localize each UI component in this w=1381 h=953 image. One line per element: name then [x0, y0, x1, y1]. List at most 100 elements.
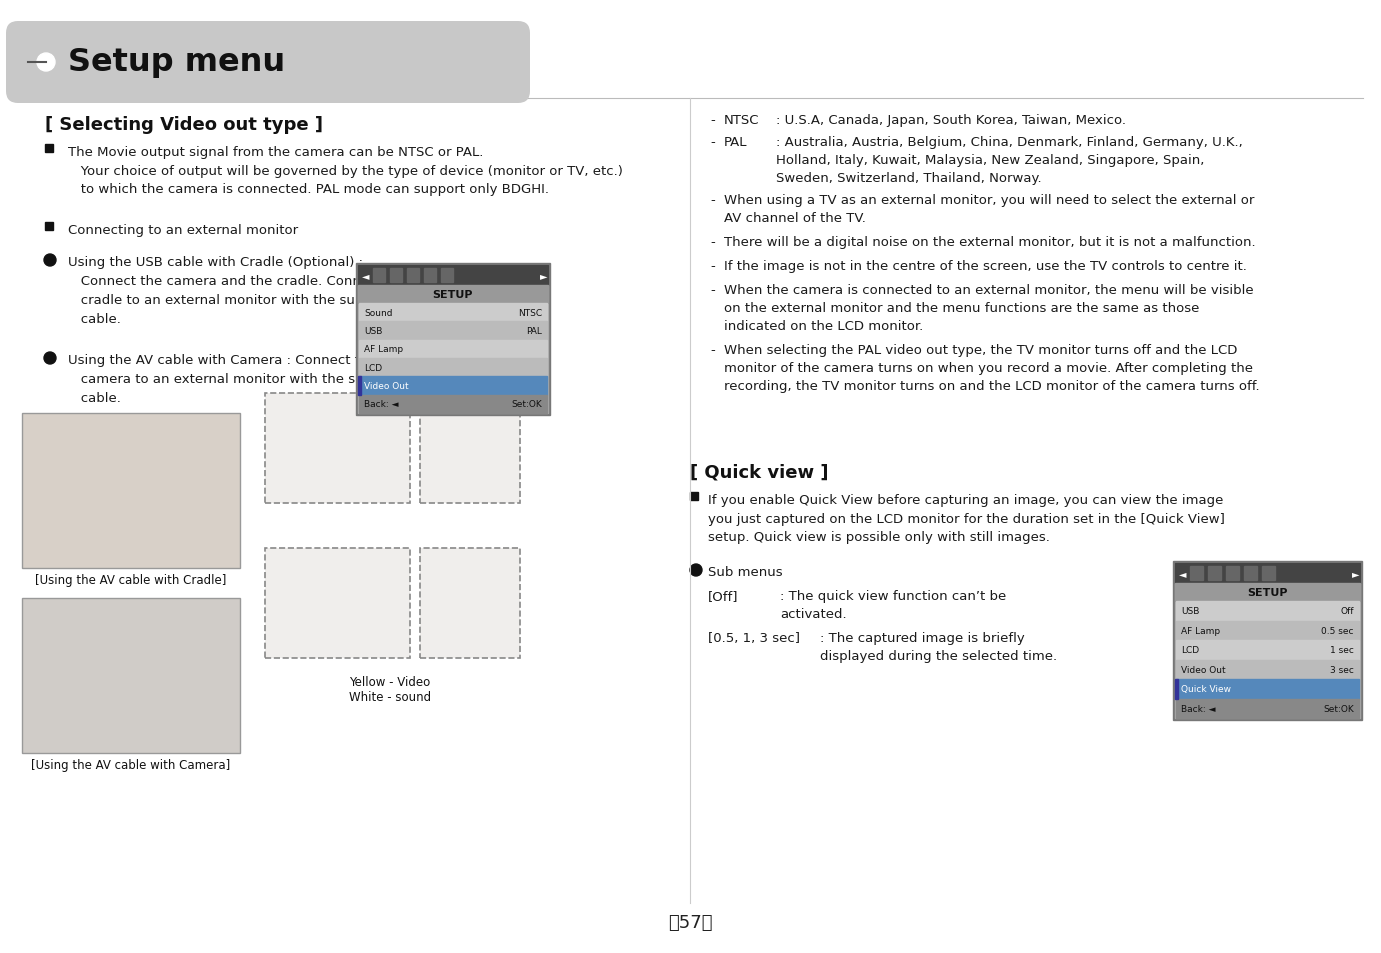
Text: -: -	[710, 136, 715, 149]
Bar	[1208, 566, 1221, 580]
Text: SETUP: SETUP	[1247, 587, 1287, 598]
Bar	[373, 269, 385, 283]
Circle shape	[690, 564, 702, 577]
Text: When using a TV as an external monitor, you will need to select the external or: When using a TV as an external monitor, …	[724, 193, 1254, 207]
Bar	[389, 269, 402, 283]
Bar	[1177, 620, 1359, 640]
Text: Using the USB cable with Cradle (Optional) :
   Connect the camera and the cradl: Using the USB cable with Cradle (Optiona…	[68, 255, 417, 326]
Bar	[424, 269, 436, 283]
Text: ►: ►	[1352, 568, 1359, 578]
Bar	[1177, 659, 1359, 679]
Bar	[1177, 601, 1359, 620]
Text: Video Out: Video Out	[1181, 665, 1225, 674]
Text: AF Lamp: AF Lamp	[365, 345, 403, 354]
Text: recording, the TV monitor turns on and the LCD monitor of the camera turns off.: recording, the TV monitor turns on and t…	[724, 379, 1259, 393]
Bar	[1175, 679, 1178, 699]
Bar	[1177, 640, 1359, 659]
Bar	[1262, 566, 1275, 580]
Text: [0.5, 1, 3 sec]: [0.5, 1, 3 sec]	[708, 631, 800, 644]
Text: -: -	[710, 235, 715, 249]
Text: : Australia, Austria, Belgium, China, Denmark, Finland, Germany, U.K.,: : Australia, Austria, Belgium, China, De…	[776, 136, 1243, 149]
Bar	[420, 548, 521, 659]
Text: 0.5 sec: 0.5 sec	[1322, 626, 1353, 635]
Text: Off: Off	[1341, 607, 1353, 616]
Bar	[1177, 679, 1359, 699]
Text: on the external monitor and the menu functions are the same as those: on the external monitor and the menu fun…	[724, 302, 1199, 314]
Text: [Using the AV cable with Camera]: [Using the AV cable with Camera]	[32, 759, 231, 771]
Text: 〈57〉: 〈57〉	[668, 913, 713, 931]
Text: Setup menu: Setup menu	[68, 48, 286, 78]
Bar	[407, 269, 418, 283]
Bar	[358, 266, 548, 286]
Circle shape	[37, 54, 55, 71]
Text: LCD: LCD	[1181, 645, 1199, 655]
Text: -: -	[710, 193, 715, 207]
Bar	[1177, 699, 1359, 719]
Text: If the image is not in the centre of the screen, use the TV controls to centre i: If the image is not in the centre of the…	[724, 260, 1247, 273]
Text: NTSC: NTSC	[518, 309, 541, 317]
Bar	[1190, 566, 1203, 580]
Text: monitor of the camera turns on when you record a movie. After completing the: monitor of the camera turns on when you …	[724, 361, 1253, 375]
Bar	[358, 377, 360, 395]
Text: Video Out: Video Out	[365, 381, 409, 391]
Bar	[1226, 566, 1239, 580]
Bar	[690, 493, 697, 500]
Text: -: -	[710, 260, 715, 273]
Text: -: -	[710, 344, 715, 356]
Text: ►: ►	[540, 271, 547, 281]
Bar	[358, 286, 548, 304]
Circle shape	[44, 254, 57, 267]
Circle shape	[44, 353, 57, 365]
Text: 1 sec: 1 sec	[1330, 645, 1353, 655]
Text: When the camera is connected to an external monitor, the menu will be visible: When the camera is connected to an exter…	[724, 284, 1254, 296]
Text: PAL: PAL	[724, 136, 747, 149]
Text: If you enable Quick View before capturing an image, you can view the image
you j: If you enable Quick View before capturin…	[708, 494, 1225, 543]
Text: Back: ◄: Back: ◄	[1181, 704, 1215, 713]
Bar	[359, 304, 547, 322]
Bar	[359, 340, 547, 358]
Text: 3 sec: 3 sec	[1330, 665, 1353, 674]
Text: AF Lamp: AF Lamp	[1181, 626, 1221, 635]
Text: When selecting the PAL video out type, the TV monitor turns off and the LCD: When selecting the PAL video out type, t…	[724, 344, 1237, 356]
Text: Yellow - Video
White - sound: Yellow - Video White - sound	[349, 676, 431, 703]
Text: activated.: activated.	[780, 607, 847, 620]
Text: Sound: Sound	[365, 309, 392, 317]
Text: [Using the AV cable with Cradle]: [Using the AV cable with Cradle]	[36, 574, 226, 586]
Text: AV channel of the TV.: AV channel of the TV.	[724, 212, 866, 225]
Text: LCD: LCD	[365, 363, 383, 373]
Bar	[358, 266, 548, 414]
Text: -: -	[710, 113, 715, 127]
Text: -: -	[710, 284, 715, 296]
Text: Set:OK: Set:OK	[511, 400, 541, 409]
Bar	[22, 414, 240, 568]
Text: : The quick view function can’t be: : The quick view function can’t be	[780, 589, 1007, 602]
Text: Quick View: Quick View	[1181, 684, 1230, 694]
Text: Connecting to an external monitor: Connecting to an external monitor	[68, 224, 298, 236]
Bar	[1175, 563, 1360, 583]
Bar	[420, 394, 521, 503]
Bar	[359, 377, 547, 395]
Text: displayed during the selected time.: displayed during the selected time.	[820, 649, 1056, 662]
Text: Holland, Italy, Kuwait, Malaysia, New Zealand, Singapore, Spain,: Holland, Italy, Kuwait, Malaysia, New Ze…	[776, 153, 1204, 167]
Text: [ Quick view ]: [ Quick view ]	[690, 463, 829, 481]
Bar	[359, 322, 547, 340]
Text: Sweden, Switzerland, Thailand, Norway.: Sweden, Switzerland, Thailand, Norway.	[776, 172, 1041, 185]
Text: The Movie output signal from the camera can be NTSC or PAL.
   Your choice of ou: The Movie output signal from the camera …	[68, 146, 623, 195]
Text: USB: USB	[365, 327, 383, 335]
Text: Sub menus: Sub menus	[708, 565, 783, 578]
Bar	[356, 264, 550, 416]
Bar	[359, 358, 547, 377]
Text: : The captured image is briefly: : The captured image is briefly	[820, 631, 1025, 644]
Text: SETUP: SETUP	[432, 290, 474, 299]
Text: [ Selecting Video out type ]: [ Selecting Video out type ]	[46, 116, 323, 133]
Text: USB: USB	[1181, 607, 1199, 616]
Bar	[359, 395, 547, 414]
Bar	[265, 548, 410, 659]
Text: Back: ◄: Back: ◄	[365, 400, 399, 409]
Text: indicated on the LCD monitor.: indicated on the LCD monitor.	[724, 319, 924, 333]
Text: [Off]: [Off]	[708, 589, 739, 602]
Bar	[1244, 566, 1257, 580]
Text: ◄: ◄	[1179, 568, 1186, 578]
Bar	[265, 394, 410, 503]
Bar	[1175, 583, 1360, 601]
